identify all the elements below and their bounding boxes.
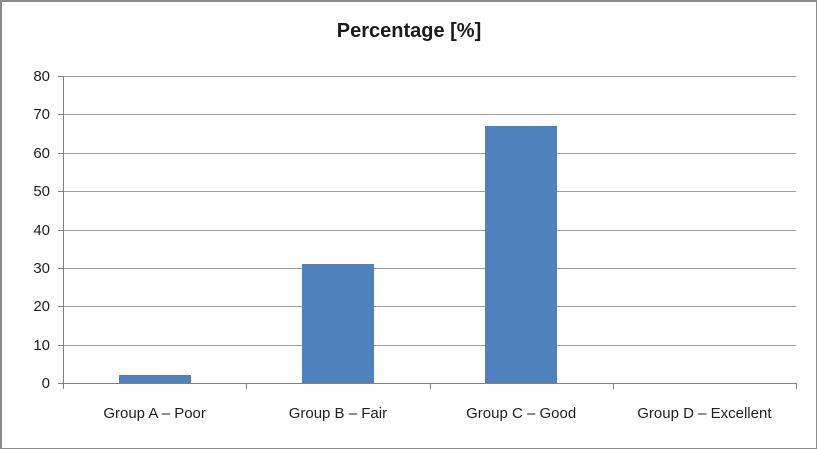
gridline — [63, 229, 796, 231]
x-category-label: Group D – Excellent — [637, 405, 772, 422]
y-tick-label: 10 — [33, 336, 50, 354]
y-tick-label: 40 — [33, 221, 50, 239]
bar — [301, 264, 374, 383]
y-axis-line — [63, 76, 64, 383]
gridline — [63, 344, 796, 346]
y-axis-tick — [58, 114, 63, 116]
gridline — [63, 76, 796, 77]
y-tick-label: 70 — [33, 106, 50, 124]
x-axis-tick — [429, 383, 431, 389]
y-axis-tick — [58, 152, 63, 154]
y-axis-tick — [58, 267, 63, 269]
y-tick-label: 60 — [33, 144, 50, 162]
y-axis-tick — [58, 344, 63, 346]
y-tick-label: 0 — [41, 375, 50, 392]
bar — [118, 375, 191, 383]
y-tick-label: 20 — [33, 298, 50, 316]
gridline — [63, 306, 796, 308]
y-axis-tick — [58, 306, 63, 308]
gridline — [63, 267, 796, 269]
bar — [485, 125, 558, 383]
x-axis-tick — [63, 383, 64, 389]
y-axis-tick — [58, 229, 63, 231]
y-axis-tick — [58, 191, 63, 193]
x-category-label: Group C – Good — [466, 405, 577, 422]
gridline — [63, 191, 796, 193]
x-axis-tick — [612, 383, 614, 389]
y-tick-label: 80 — [33, 68, 50, 85]
y-tick-label: 50 — [33, 183, 50, 201]
y-tick-label: 30 — [33, 259, 50, 277]
x-axis-tick — [246, 383, 248, 389]
y-axis-tick — [58, 383, 63, 384]
x-category-label: Group B – Fair — [288, 405, 388, 422]
gridline — [63, 114, 796, 116]
gridline — [63, 152, 796, 154]
chart-title: Percentage [%] — [336, 20, 482, 42]
x-category-label: Group A – Poor — [103, 405, 206, 422]
y-axis-tick — [58, 76, 63, 77]
x-axis-tick — [796, 383, 797, 389]
